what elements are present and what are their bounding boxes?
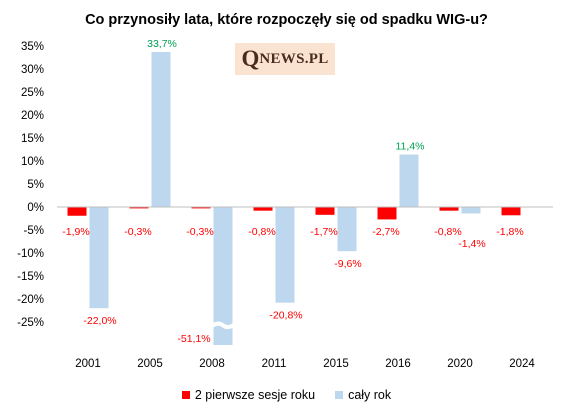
bar-series-0 xyxy=(501,207,521,216)
data-label-series-0: -0,8% xyxy=(434,226,461,238)
plot-area: 35% 30% 25% 20% 15% 10% 5% 0% -5% -10% -15% -20% -25… xyxy=(17,38,553,370)
axis-break-marker xyxy=(210,321,236,330)
x-tick-label: 2024 xyxy=(509,358,535,370)
data-label-series-0: -0,8% xyxy=(248,226,275,238)
y-tick-label: -15% xyxy=(17,271,44,283)
y-tick-label: 0% xyxy=(27,202,44,214)
data-label-series-0: -1,8% xyxy=(496,226,523,238)
data-label-series-1: -1,4% xyxy=(458,238,485,250)
y-tick-label: -5% xyxy=(24,225,44,237)
bar-series-1 xyxy=(213,207,233,345)
bar-series-0 xyxy=(439,207,459,211)
y-tick-label: 30% xyxy=(21,64,44,76)
legend-label-series-1: cały rok xyxy=(348,388,392,402)
bar-series-1 xyxy=(151,51,171,208)
bar-series-0 xyxy=(129,207,149,209)
bar-series-1 xyxy=(275,207,295,303)
data-label-series-1: 11,4% xyxy=(396,141,425,153)
y-tick-label: -10% xyxy=(17,248,44,260)
brand-rest: NEWS.PL xyxy=(259,50,329,67)
legend-swatch-series-1 xyxy=(335,391,344,399)
data-label-series-1: -22,0% xyxy=(83,315,116,327)
legend-label-series-0: 2 pierwsze sesje roku xyxy=(194,388,316,402)
bar-series-1 xyxy=(399,154,419,207)
y-tick-label: -20% xyxy=(17,294,44,306)
bar-series-1 xyxy=(461,207,481,214)
y-tick-label: -25% xyxy=(17,317,44,329)
bar-series-0 xyxy=(67,207,87,216)
data-label-series-1: 33,7% xyxy=(147,38,177,50)
y-tick-label: 10% xyxy=(21,156,44,168)
bar-series-0 xyxy=(315,207,335,215)
x-tick-label: 2005 xyxy=(137,358,163,370)
x-tick-label: 2011 xyxy=(262,358,287,370)
y-tick-label: 20% xyxy=(21,110,44,122)
legend: 2 pierwsze sesje roku cały rok xyxy=(0,388,573,402)
bar-series-1 xyxy=(337,207,357,252)
bar-series-0 xyxy=(377,207,397,220)
data-label-series-0: -1,9% xyxy=(62,226,89,238)
data-label-series-1: -20,8% xyxy=(269,310,302,322)
x-tick-label: 2020 xyxy=(447,358,473,370)
legend-item-series-1: cały rok xyxy=(335,388,391,402)
legend-swatch-series-0 xyxy=(181,391,190,399)
data-label-series-1: -51,1% xyxy=(177,333,210,345)
y-tick-label: 35% xyxy=(21,41,44,53)
data-label-series-0: -0,3% xyxy=(124,226,151,238)
bar-series-1 xyxy=(89,207,109,309)
data-label-series-0: -1,7% xyxy=(310,226,337,238)
brand-initial: Q xyxy=(241,46,260,71)
x-tick-label: 2001 xyxy=(75,358,101,370)
x-tick-label: 2008 xyxy=(199,358,225,370)
bar-series-0 xyxy=(191,207,211,209)
y-tick-label: 25% xyxy=(21,87,44,99)
data-label-series-0: -2,7% xyxy=(372,226,399,238)
data-label-series-1: -9,6% xyxy=(334,258,361,270)
x-tick-label: 2016 xyxy=(385,358,411,370)
y-tick-label: 5% xyxy=(27,179,44,191)
data-label-series-0: -0,3% xyxy=(186,226,213,238)
x-tick-label: 2015 xyxy=(323,358,349,370)
y-tick-label: 15% xyxy=(21,133,44,145)
chart-title: Co przynosiły lata, które rozpoczęły się… xyxy=(85,12,488,28)
legend-item-series-0: 2 pierwsze sesje roku xyxy=(181,388,316,402)
brand-logo: Q NEWS.PL xyxy=(235,43,335,75)
bar-series-0 xyxy=(253,207,273,211)
